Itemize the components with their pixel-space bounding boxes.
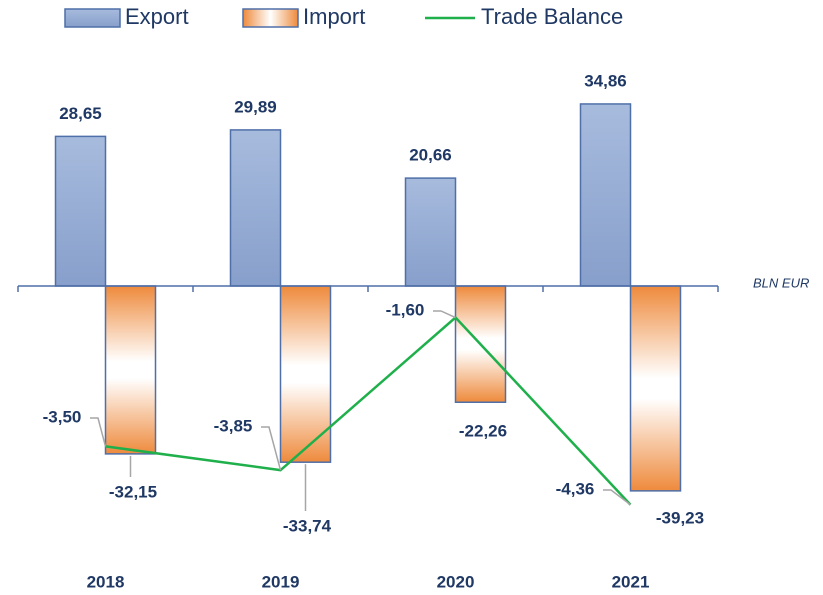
legend-swatch — [242, 8, 299, 28]
bar — [104, 285, 157, 455]
axis-unit: BLN EUR — [753, 275, 809, 290]
bar — [279, 285, 332, 463]
bar — [54, 135, 107, 287]
legend-label: Import — [303, 4, 365, 29]
x-tick-label: 2019 — [262, 572, 300, 591]
data-label: 28,65 — [59, 104, 102, 123]
data-label: -1,60 — [386, 300, 425, 319]
legend-swatch — [64, 8, 121, 28]
data-label: 34,86 — [584, 71, 627, 90]
x-tick-label: 2020 — [437, 572, 475, 591]
data-label: -4,36 — [556, 479, 595, 498]
leader-line — [433, 310, 456, 319]
data-label: 29,89 — [234, 97, 277, 116]
data-label: -3,50 — [43, 407, 82, 426]
data-label: -3,85 — [214, 416, 253, 435]
legend-label: Trade Balance — [481, 4, 623, 29]
leader-line — [603, 489, 631, 506]
data-label: -32,15 — [109, 482, 157, 501]
data-label: -39,23 — [656, 508, 704, 527]
x-tick-label: 2018 — [87, 572, 125, 591]
legend-label: Export — [125, 4, 189, 29]
data-label: -33,74 — [283, 516, 332, 535]
bar — [229, 129, 282, 287]
line — [105, 315, 632, 506]
data-label: 20,66 — [409, 146, 452, 165]
x-tick-label: 2021 — [612, 572, 650, 591]
leader-line — [90, 417, 107, 447]
leader-line — [261, 426, 282, 471]
bar — [404, 177, 457, 287]
data-label: -22,26 — [459, 421, 507, 440]
bar — [579, 103, 632, 287]
bar — [629, 285, 682, 492]
